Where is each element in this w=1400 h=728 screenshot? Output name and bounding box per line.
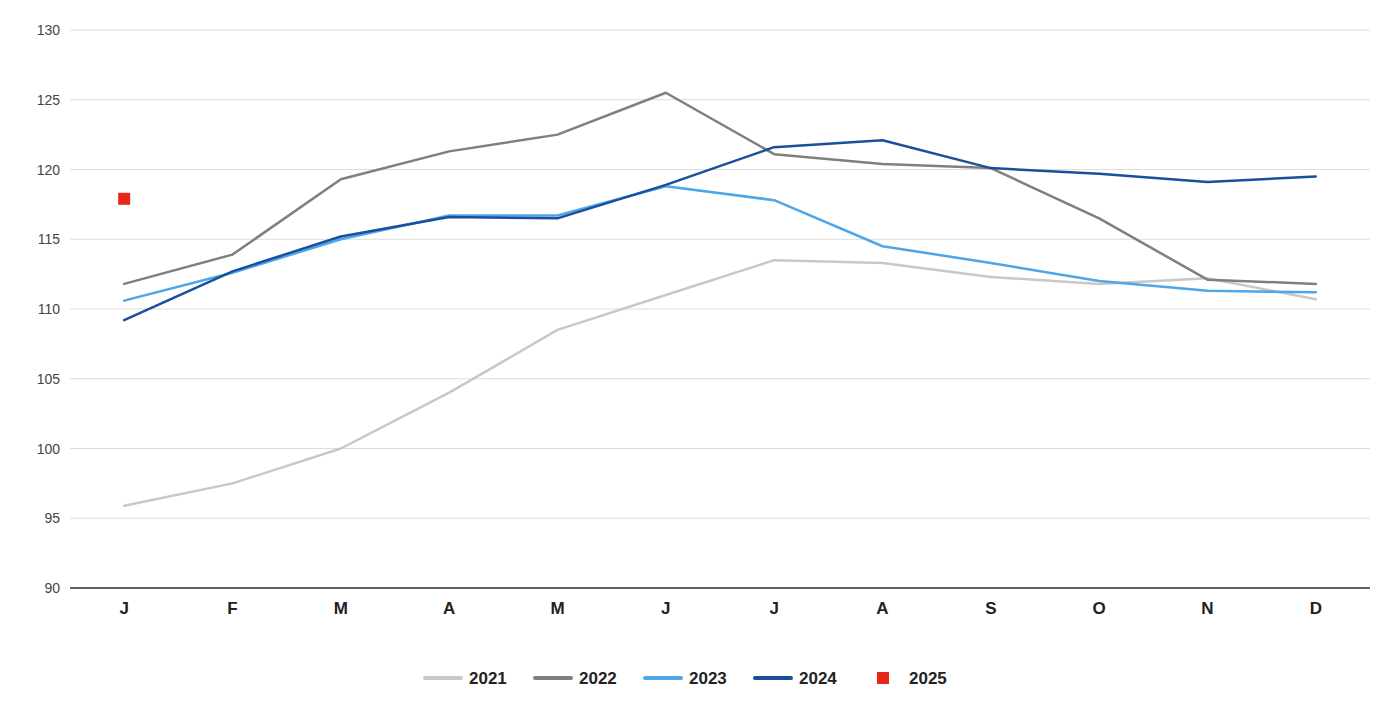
x-tick-label: A xyxy=(876,599,888,618)
legend-swatch xyxy=(535,676,571,680)
legend-label: 2023 xyxy=(689,669,727,688)
series-line xyxy=(124,140,1316,320)
legend-item: 2024 xyxy=(755,669,837,688)
legend-label: 2025 xyxy=(909,669,947,688)
y-tick-label: 95 xyxy=(44,510,60,526)
chart: 90 95 100 105 110 115 120 125 130 J F M A M J J A S O N D 202… xyxy=(0,0,1400,728)
series-line xyxy=(124,93,1316,284)
x-tick-label: J xyxy=(769,599,778,618)
legend-item: 2025 xyxy=(877,669,947,688)
x-tick-label: J xyxy=(119,599,128,618)
legend: 2021 2022 2023 2024 2025 xyxy=(425,669,947,688)
grid-line xyxy=(70,588,1370,589)
legend-item: 2023 xyxy=(645,669,727,688)
legend-item: 2022 xyxy=(535,669,617,688)
x-tick-label: J xyxy=(661,599,670,618)
grid-line xyxy=(70,448,1370,449)
x-tick-label: M xyxy=(550,599,564,618)
x-tick-label: D xyxy=(1310,599,1322,618)
grid-line xyxy=(70,309,1370,310)
plot-area xyxy=(118,93,1316,506)
legend-label: 2022 xyxy=(579,669,617,688)
page: {"chart_data": {"type": "line", "categor… xyxy=(0,0,1400,728)
legend-item: 2021 xyxy=(425,669,507,688)
grid-line xyxy=(70,169,1370,170)
chart-container: 90 95 100 105 110 115 120 125 130 J F M A M J J A S O N D 202… xyxy=(0,0,1400,728)
y-tick-label: 130 xyxy=(37,22,61,38)
legend-label: 2024 xyxy=(799,669,837,688)
y-tick-label: 90 xyxy=(44,580,60,596)
legend-swatch xyxy=(645,676,681,680)
series-line xyxy=(124,260,1316,506)
legend-swatch xyxy=(877,672,889,684)
legend-swatch xyxy=(755,676,791,680)
grid-line xyxy=(70,99,1370,100)
x-tick-label: A xyxy=(443,599,455,618)
y-tick-label: 100 xyxy=(37,441,61,457)
y-tick-label: 110 xyxy=(38,301,61,317)
y-tick-label: 105 xyxy=(37,371,61,387)
y-tick-label: 115 xyxy=(38,231,61,247)
grid-line xyxy=(70,378,1370,379)
grid-line xyxy=(70,518,1370,519)
x-axis: JFMAMJJASOND xyxy=(70,588,1370,618)
x-tick-label: M xyxy=(334,599,348,618)
x-tick-label: O xyxy=(1093,599,1106,618)
series-marker xyxy=(118,193,130,205)
x-tick-label: N xyxy=(1201,599,1213,618)
x-tick-label: F xyxy=(227,599,237,618)
grid-line xyxy=(70,30,1370,31)
grid-line xyxy=(70,239,1370,240)
y-tick-label: 120 xyxy=(37,162,61,178)
legend-label: 2021 xyxy=(469,669,507,688)
y-tick-label: 125 xyxy=(37,92,61,108)
x-tick-label: S xyxy=(985,599,996,618)
legend-swatch xyxy=(425,676,461,680)
y-axis: 90 95 100 105 110 115 120 125 130 xyxy=(37,22,1370,596)
x-axis-line xyxy=(70,587,1370,589)
series-line xyxy=(124,186,1316,300)
